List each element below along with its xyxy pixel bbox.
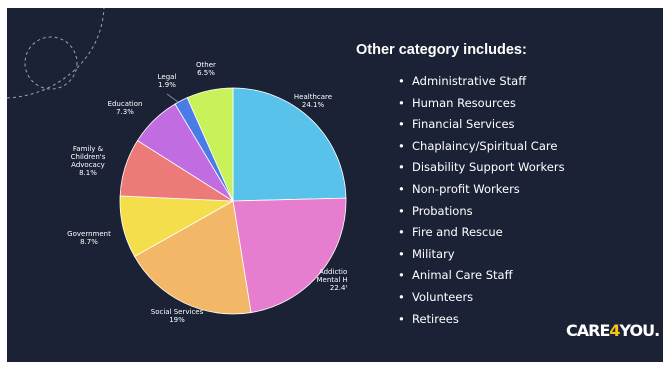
data-label-education: Education 7.3%	[108, 100, 143, 116]
other-category-title: Other category includes:	[356, 42, 527, 58]
list-item-label: Non-profit Workers	[412, 181, 520, 196]
list-item-label: Animal Care Staff	[412, 268, 513, 283]
list-item: • Fire and Rescue	[398, 222, 565, 244]
list-item: • Administrative Staff	[398, 71, 565, 93]
bullet-icon: •	[398, 268, 405, 283]
list-item-label: Military	[412, 246, 455, 261]
list-item: • Financial Services	[398, 114, 565, 136]
bullet-icon: •	[398, 203, 405, 218]
data-label-government: Government 8.7%	[67, 230, 111, 246]
data-label-legal: Legal 1.9%	[158, 73, 177, 89]
bullet-icon: •	[398, 246, 405, 261]
list-item: • Non-profit Workers	[398, 179, 565, 201]
list-item-label: Human Resources	[412, 95, 516, 110]
list-item-label: Disability Support Workers	[412, 160, 565, 175]
pie-slice-other	[186, 87, 234, 202]
list-item: • Chaplaincy/Spiritual Care	[398, 136, 565, 158]
list-item: • Retirees	[398, 309, 565, 331]
list-item-label: Administrative Staff	[412, 74, 527, 88]
data-label-family-children-s-advocacy: Family & Children's Advocacy 8.1%	[71, 145, 106, 177]
bullet-icon: •	[398, 95, 405, 110]
dashed-circle-decoration	[7, 8, 105, 99]
bullet-icon: •	[398, 181, 405, 196]
pie-slice-healthcare	[232, 87, 347, 202]
list-item-label: Probations	[412, 203, 473, 218]
pie-slice-social-services	[133, 200, 252, 315]
other-category-list: • Administrative Staff • Human Resources •…	[398, 71, 565, 331]
list-item-label: Volunteers	[412, 289, 474, 304]
list-item: • Disability Support Workers	[398, 157, 565, 179]
pie-slice-addictions-mental-health	[232, 197, 347, 314]
care4you-logo: CARE4YOU.	[566, 321, 660, 340]
leader-line	[166, 93, 179, 103]
list-item-label: Chaplaincy/Spiritual Care	[412, 138, 558, 153]
bullet-icon: •	[398, 311, 405, 326]
bullet-icon: •	[398, 289, 405, 304]
bullet-icon: •	[398, 74, 405, 88]
bullet-icon: •	[398, 225, 405, 240]
list-item: • Human Resources	[398, 93, 565, 115]
data-label-healthcare: Healthcare 24.1%	[294, 93, 332, 109]
list-item: • Animal Care Staff	[398, 265, 565, 287]
data-label-other: Other 6.5%	[196, 61, 216, 77]
list-item: • Volunteers	[398, 287, 565, 309]
bullet-icon: •	[398, 117, 405, 132]
data-label-addictions-mental-health: Addictions &Mental Health22.4%	[317, 268, 347, 292]
bullet-icon: •	[398, 160, 405, 175]
bullet-icon: •	[398, 138, 405, 153]
data-label-social-services: Social Services 19%	[151, 308, 204, 324]
list-item-label: Financial Services	[412, 117, 515, 132]
list-item-label: Fire and Rescue	[412, 225, 503, 240]
list-item: • Probations	[398, 201, 565, 223]
list-item-label: Retirees	[412, 311, 459, 326]
list-item: • Military	[398, 244, 565, 266]
